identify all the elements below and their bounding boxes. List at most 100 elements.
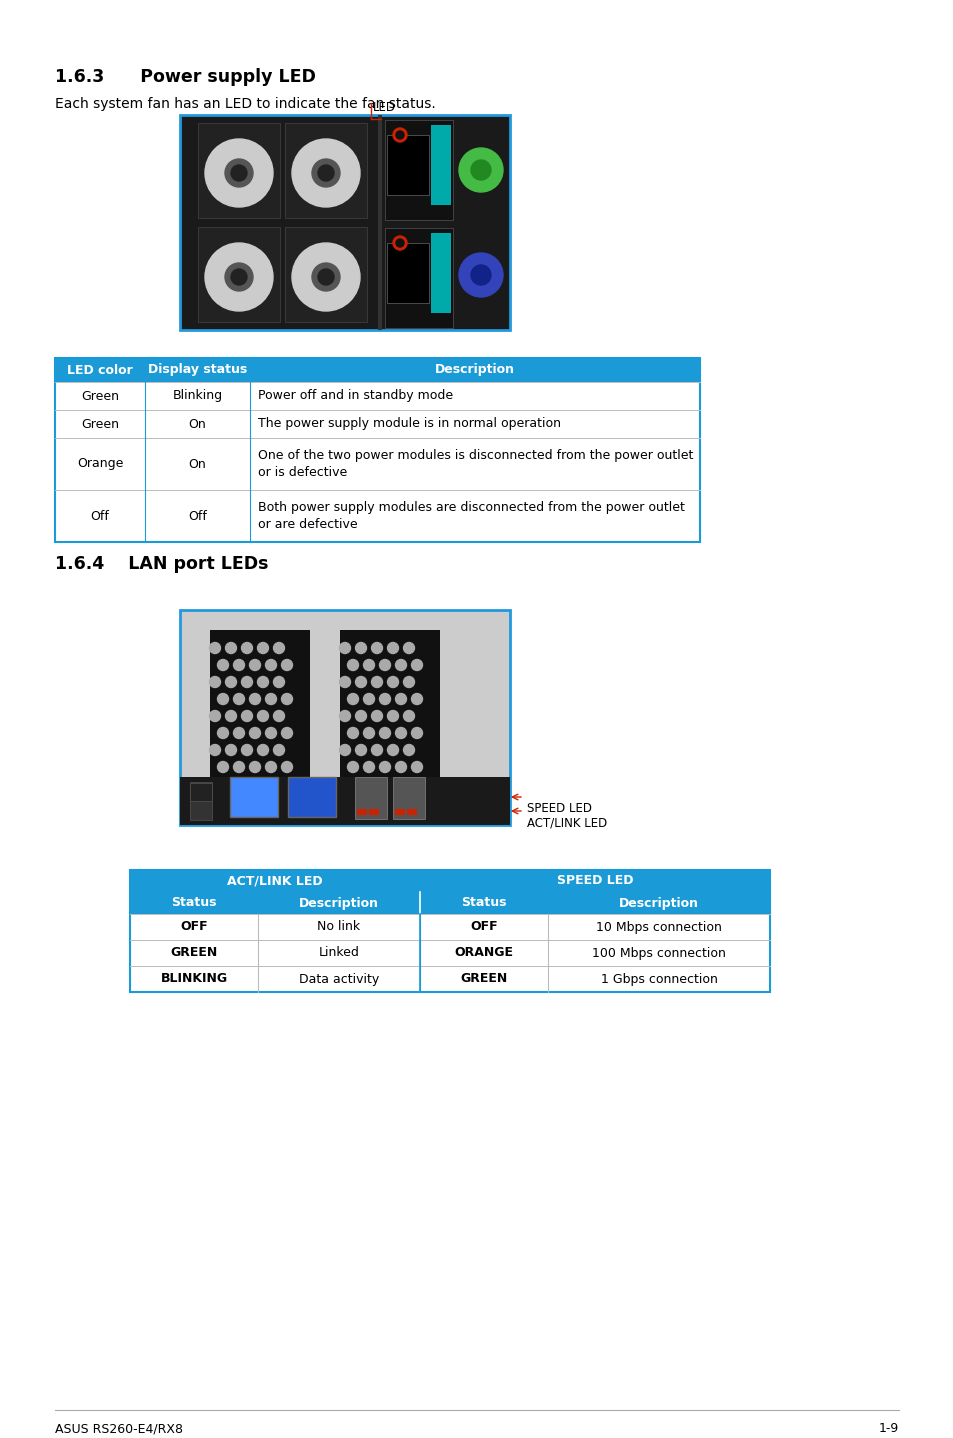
Circle shape [265, 728, 276, 739]
Circle shape [395, 239, 403, 247]
Circle shape [387, 676, 398, 687]
Circle shape [274, 745, 284, 755]
Circle shape [265, 693, 276, 705]
Text: Description: Description [435, 364, 515, 377]
Bar [190, 784, 212, 801]
Bar [130, 915, 769, 940]
Circle shape [225, 643, 236, 653]
Circle shape [231, 165, 247, 181]
Circle shape [379, 762, 390, 772]
Text: Display status: Display status [148, 364, 247, 377]
Text: The power supply module is in normal operation: The power supply module is in normal ope… [257, 417, 560, 430]
Circle shape [363, 660, 375, 670]
Bar [130, 870, 419, 892]
Circle shape [363, 693, 375, 705]
Text: 1.6.4    LAN port LEDs: 1.6.4 LAN port LEDs [55, 555, 268, 572]
Circle shape [274, 643, 284, 653]
Circle shape [205, 243, 273, 311]
Text: Each system fan has an LED to indicate the fan status.: Each system fan has an LED to indicate t… [55, 96, 436, 111]
Circle shape [363, 762, 375, 772]
Bar [198, 227, 280, 322]
Circle shape [281, 728, 293, 739]
Text: Both power supply modules are disconnected from the power outlet: Both power supply modules are disconnect… [257, 500, 684, 513]
Circle shape [312, 263, 339, 290]
Text: OFF: OFF [470, 920, 497, 933]
Bar [55, 383, 700, 410]
Circle shape [371, 643, 382, 653]
Text: ACT/LINK LED: ACT/LINK LED [526, 815, 607, 828]
Bar [55, 410, 700, 439]
Circle shape [339, 643, 350, 653]
Circle shape [217, 693, 229, 705]
Text: Power off and in standby mode: Power off and in standby mode [257, 390, 453, 403]
Circle shape [379, 660, 390, 670]
Circle shape [411, 693, 422, 705]
Circle shape [379, 693, 390, 705]
Bar [356, 810, 367, 815]
Text: or is defective: or is defective [257, 466, 347, 479]
Circle shape [233, 762, 244, 772]
Circle shape [387, 643, 398, 653]
Circle shape [395, 660, 406, 670]
Circle shape [379, 728, 390, 739]
Text: 1.6.3      Power supply LED: 1.6.3 Power supply LED [55, 68, 315, 86]
Circle shape [281, 660, 293, 670]
Circle shape [317, 269, 334, 285]
Circle shape [371, 710, 382, 722]
Circle shape [411, 728, 422, 739]
Bar [55, 490, 700, 542]
Bar [285, 227, 367, 322]
Text: 100 Mbps connection: 100 Mbps connection [592, 946, 725, 959]
Text: Linked: Linked [318, 946, 359, 959]
Text: SPEED LED: SPEED LED [557, 874, 633, 887]
Bar [180, 777, 510, 825]
Bar [130, 870, 769, 992]
Text: BLINKING: BLINKING [160, 972, 228, 985]
Circle shape [241, 643, 253, 653]
Bar [393, 777, 424, 820]
Bar [198, 124, 280, 219]
Bar [387, 243, 429, 303]
Circle shape [387, 710, 398, 722]
Circle shape [210, 643, 220, 653]
Circle shape [471, 265, 491, 285]
Circle shape [250, 762, 260, 772]
Circle shape [339, 676, 350, 687]
Text: LED color: LED color [67, 364, 132, 377]
Text: On: On [189, 417, 206, 430]
Text: Green: Green [81, 390, 119, 403]
Text: 1-9: 1-9 [878, 1422, 898, 1435]
Text: GREEN: GREEN [460, 972, 507, 985]
Circle shape [363, 728, 375, 739]
Circle shape [257, 745, 268, 755]
Text: ORANGE: ORANGE [454, 946, 513, 959]
Bar [285, 124, 367, 219]
Circle shape [339, 745, 350, 755]
Bar [355, 777, 387, 820]
Bar [130, 940, 769, 966]
Circle shape [355, 710, 366, 722]
Circle shape [347, 762, 358, 772]
Text: Blinking: Blinking [172, 390, 222, 403]
Circle shape [395, 693, 406, 705]
Bar [130, 966, 769, 992]
Circle shape [225, 710, 236, 722]
Circle shape [292, 139, 359, 207]
Circle shape [241, 710, 253, 722]
Text: Description: Description [298, 896, 378, 909]
Text: Data activity: Data activity [298, 972, 378, 985]
Bar [431, 233, 451, 313]
Circle shape [250, 660, 260, 670]
Circle shape [233, 728, 244, 739]
Text: On: On [189, 457, 206, 470]
Text: 1 Gbps connection: 1 Gbps connection [600, 972, 717, 985]
Text: Orange: Orange [77, 457, 123, 470]
Circle shape [411, 660, 422, 670]
Circle shape [241, 745, 253, 755]
Circle shape [292, 243, 359, 311]
Circle shape [225, 676, 236, 687]
Bar [385, 229, 453, 328]
Circle shape [281, 762, 293, 772]
Bar [385, 119, 453, 220]
Bar [339, 630, 439, 785]
